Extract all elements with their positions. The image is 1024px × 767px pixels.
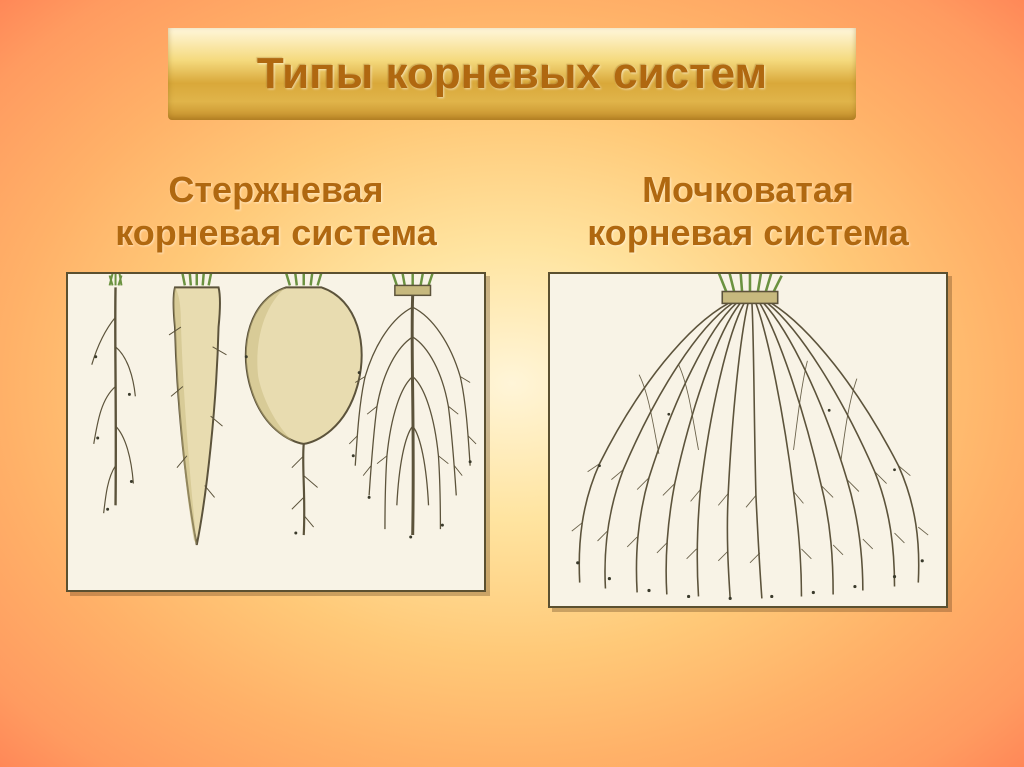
subtitle-taproot: Стержневая корневая система bbox=[115, 168, 437, 254]
subtitle-line: корневая система bbox=[587, 212, 909, 253]
title-bar: Типы корневых систем bbox=[168, 28, 855, 120]
fibrous-svg bbox=[550, 274, 946, 608]
subtitle-line: корневая система bbox=[115, 212, 437, 253]
column-fibrous: Мочковатая корневая система bbox=[532, 168, 964, 608]
subtitle-fibrous: Мочковатая корневая система bbox=[587, 168, 909, 254]
subtitle-line: Стержневая bbox=[168, 169, 383, 210]
illustration-fibrous bbox=[548, 272, 948, 608]
page-title: Типы корневых систем bbox=[257, 49, 767, 99]
illustration-taproot bbox=[66, 272, 486, 592]
subtitle-line: Мочковатая bbox=[642, 169, 854, 210]
taproot-svg bbox=[68, 274, 484, 592]
slide: Типы корневых систем Стержневая корневая… bbox=[0, 0, 1024, 767]
column-taproot: Стержневая корневая система bbox=[60, 168, 492, 608]
columns: Стержневая корневая система bbox=[60, 168, 964, 608]
